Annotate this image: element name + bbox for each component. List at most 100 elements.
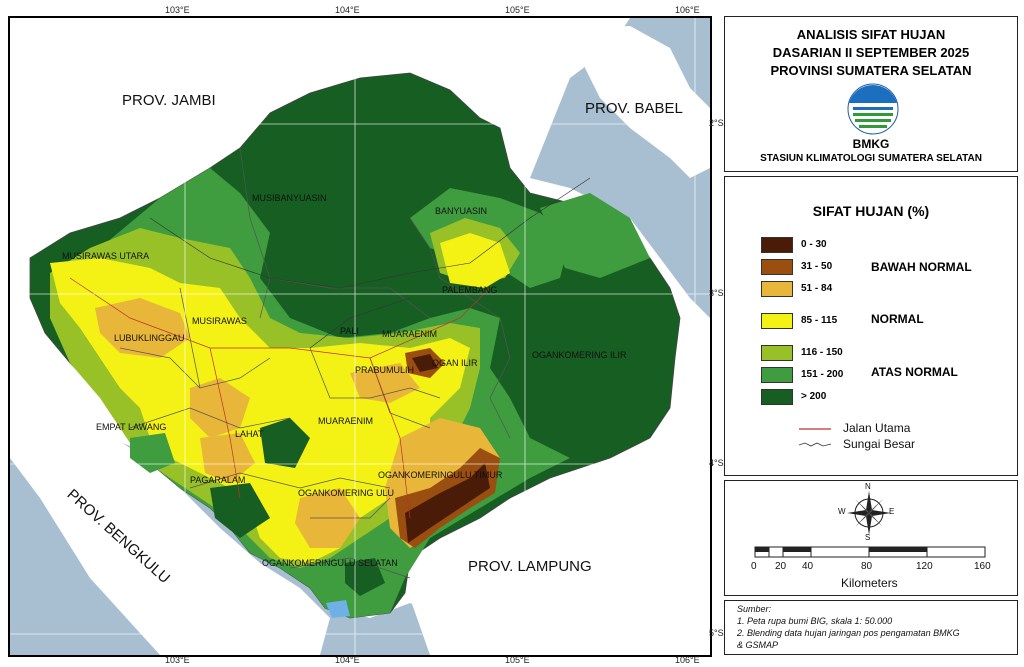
district-label: MUSIRAWAS UTARA [62,251,150,261]
category-normal: NORMAL [871,312,924,326]
source-heading: Sumber: [737,604,772,614]
district-label: MUSIRAWAS [192,316,247,326]
lon-tick-top: 106°E [675,5,700,15]
district-label: PALEMBANG [442,285,498,295]
patch-gt200-pagaralam [210,483,270,538]
district-label: OGANKOMERINGULU SELATAN [262,558,398,568]
map-frame: PROV. JAMBI PROV. BABEL PROV. BENGKULU P… [8,16,712,657]
compass-west-label: W [838,507,846,516]
scale-tick: 0 [751,561,757,572]
district-label: OGAN ILIR [432,358,478,368]
map-title-line1: ANALISIS SIFAT HUJAN [796,27,946,42]
province-label-jambi: PROV. JAMBI [122,92,216,109]
zone-51-84-prabumulih [350,363,420,403]
legend-label: 85 - 115 [801,315,838,326]
river-symbol [798,442,832,447]
scale-tick: 80 [861,561,873,572]
legend-label: 51 - 84 [801,283,833,294]
legend-label: 116 - 150 [801,347,843,358]
lon-tick-bottom: 103°E [165,655,190,665]
lake-ranau [326,600,350,618]
district-label: EMPAT LAWANG [96,422,167,432]
scale-unit: Kilometers [841,576,898,590]
lat-tick: 5°S [709,628,724,638]
district-label: PALI [340,326,359,336]
zone-85-115-palembang [440,233,510,288]
rainfall-map [10,18,710,655]
legend-swatch-151-200 [761,367,793,383]
legend-swatch-31-50 [761,259,793,275]
zone-0-30 [405,463,490,543]
source-line-1: 1. Peta rupa bumi BIG, skala 1: 50.000 [737,616,893,626]
major-rivers [149,177,591,349]
land-bangka [585,26,710,178]
legend-title: SIFAT HUJAN (%) [812,203,930,219]
district-label: PAGARALAM [190,475,246,485]
district-label: MUSIBANYUASIN [252,193,327,203]
zone-51-84-lahat [200,433,255,483]
zone-0-30-north [412,354,438,372]
legend-swatch-gt200 [761,389,793,405]
compass-east-label: E [889,507,895,516]
land-bengkulu [10,348,330,655]
map-title-line2: DASARIAN II SEPTEMBER 2025 [772,45,970,60]
road-legend-label: Jalan Utama [843,421,911,435]
compass-rose-icon [847,491,891,535]
district-label: OGANKOMERING ULU [298,488,395,498]
lon-tick-bottom: 106°E [675,655,700,665]
source-line-2: 2. Blending data hujan jaringan pos peng… [737,628,960,638]
lon-tick-top: 103°E [165,5,190,15]
province-label-babel: PROV. BABEL [585,100,683,117]
legend-swatch-85-115 [761,313,793,329]
river-legend-label: Sungai Besar [843,437,916,451]
district-label: OGANKOMERINGULU TIMUR [378,470,503,480]
legend-label: > 200 [801,391,827,402]
agency-name: BMKG [852,137,890,151]
legend-swatch-116-150 [761,345,793,361]
lon-tick-bottom: 105°E [505,655,530,665]
district-label: MUARAENIM [318,416,374,426]
district-label: PRABUMULIH [355,365,415,375]
bmkg-logo-icon [847,83,899,135]
scale-tick: 120 [916,561,933,572]
source-line-3: & GSMAP [737,640,779,650]
lat-tick: 3°S [709,288,724,298]
district-label: MUARAENIM [382,329,438,339]
zone-51-84-west [95,298,190,358]
land-lampung [410,448,710,655]
lon-tick-top: 105°E [505,5,530,15]
legend-line-symbols [798,428,832,447]
scale-tick: 40 [802,561,814,572]
station-name: STASIUN KLIMATOLOGI SUMATERA SELATAN [760,153,982,164]
province-label-lampung: PROV. LAMPUNG [468,558,592,575]
compass-north-label: N [865,482,871,491]
category-below-normal: BAWAH NORMAL [871,260,972,274]
category-above-normal: ATAS NORMAL [871,365,958,379]
district-label: LAHAT [235,429,264,439]
zone-51-84-center [190,378,250,438]
scale-bar [754,546,986,558]
legend-panel: SIFAT HUJAN (%) 0 - 30 31 - 50 51 - 84 8… [724,176,1018,476]
lon-tick-top: 104°E [335,5,360,15]
lon-tick-bottom: 104°E [335,655,360,665]
zone-151-200-east [540,193,650,278]
legend-label: 31 - 50 [801,261,833,272]
map-title-line3: PROVINSI SUMATERA SELATAN [770,63,972,78]
legend-swatch-0-30 [761,237,793,253]
main-roads [69,277,491,519]
lat-tick: 4°S [709,458,724,468]
legend-label: 151 - 200 [801,369,844,380]
scale-panel: N S W E 0 20 40 80 120 160 Kilometers [724,480,1018,596]
legend-swatch-51-84 [761,281,793,297]
legend-label: 0 - 30 [801,239,827,250]
scale-tick: 20 [775,561,787,572]
district-label: LUBUKLINGGAU [114,333,185,343]
graticule [10,18,710,655]
scale-tick: 160 [974,561,991,572]
lat-tick: 2°S [709,118,724,128]
district-label: OGANKOMERING ILIR [532,350,627,360]
district-label: BANYUASIN [435,206,488,216]
patch-151-empat [130,433,175,473]
source-panel: Sumber: 1. Peta rupa bumi BIG, skala 1: … [724,600,1018,655]
compass-south-label: S [865,533,871,542]
